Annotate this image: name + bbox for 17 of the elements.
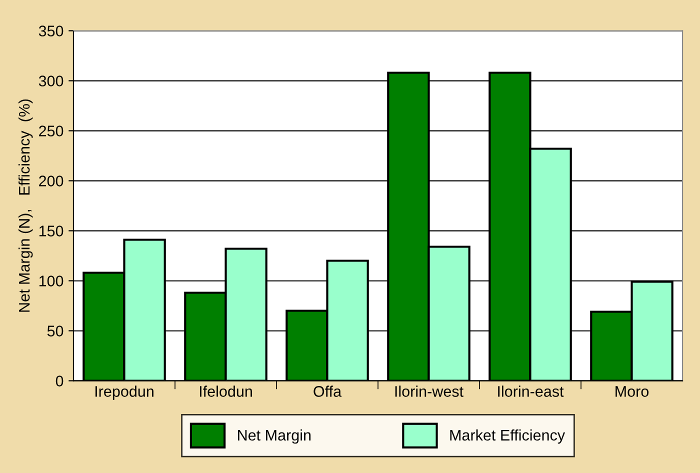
x-tick-label: Ilorin-west <box>395 386 464 397</box>
x-tick-label: Offa <box>314 386 342 397</box>
y-tick-label: 350 <box>38 26 64 36</box>
legend-label: Market Efficiency <box>450 429 566 444</box>
x-tick-label: Moro <box>616 386 649 397</box>
y-axis-title: Net Margin (N), Efficiency (%) <box>18 99 33 312</box>
y-tick-label: 150 <box>39 226 64 236</box>
y-tick-label: 300 <box>38 76 64 86</box>
x-tick-label: Irepodun <box>96 386 154 400</box>
x-tick-label: Ifelodun <box>200 386 252 397</box>
y-tick-label: 200 <box>39 176 64 186</box>
y-tick-label: 100 <box>39 276 64 286</box>
x-tick-label: Ilorin-east <box>498 386 564 397</box>
legend-label: Net Margin <box>238 429 311 444</box>
y-tick-label: 50 <box>47 326 64 336</box>
y-tick-label: 250 <box>39 126 64 136</box>
y-tick-label: 0 <box>56 376 64 386</box>
